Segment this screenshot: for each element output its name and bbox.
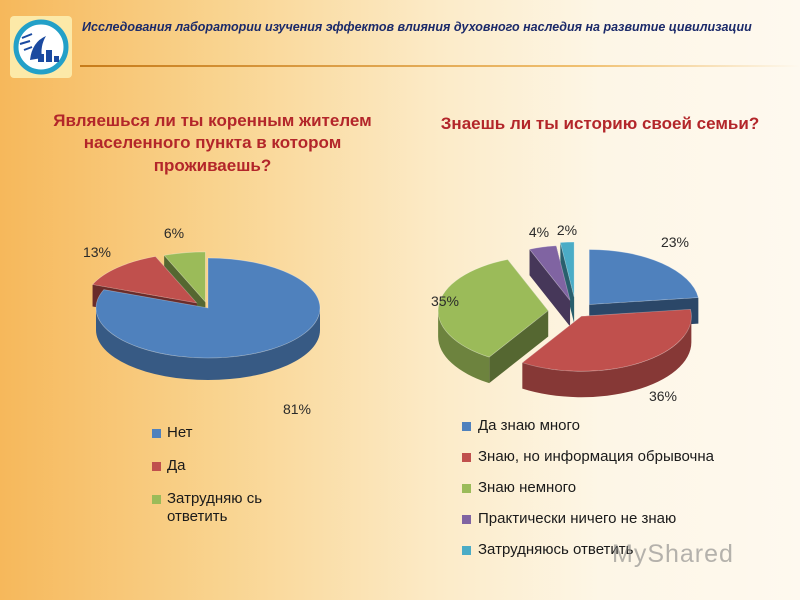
legend-label: Нет: [167, 424, 193, 441]
pie-slice: [91, 256, 198, 304]
legend-swatch: [152, 495, 161, 504]
legend-item: Да: [152, 457, 292, 475]
legend-item: Нет: [152, 424, 292, 442]
legend-item: Затрудняюсь ответить: [462, 541, 792, 572]
pie-value-label: 2%: [557, 222, 577, 238]
pie-slice-side: [489, 310, 549, 384]
legend-swatch: [462, 453, 471, 462]
legend-label: Знаю немного: [478, 479, 577, 496]
pie-slice-side: [529, 249, 571, 327]
header-title: Исследования лаборатории изучения эффект…: [82, 20, 752, 34]
legend-swatch: [462, 546, 471, 555]
pie-slice-side: [522, 316, 692, 398]
legend-swatch: [462, 484, 471, 493]
legend-label: Да: [167, 457, 186, 474]
legend-item: Да знаю много: [462, 417, 792, 448]
legend-swatch: [462, 422, 471, 431]
pie-slice: [559, 241, 575, 298]
pie-value-label: 4%: [529, 224, 549, 240]
legend-swatch: [152, 462, 161, 471]
legend-item: Практически ничего не знаю: [462, 510, 792, 541]
pie-slice: [95, 257, 321, 359]
legend-label: Да знаю много: [478, 417, 581, 434]
legend-swatch: [152, 429, 161, 438]
pie-value-label: 35%: [431, 293, 459, 309]
pie-chart-left: 81% 13% 6%: [83, 225, 321, 417]
pie-chart-right: 23% 36% 35% 4% 2%: [431, 222, 699, 404]
legend-label: Затрудняю сь ответить: [167, 490, 263, 525]
legend-item: Знаю немного: [462, 479, 792, 510]
pie-slice: [163, 251, 206, 303]
legend-item: Затрудняю сь ответить: [152, 490, 292, 526]
pie-slice: [521, 308, 692, 372]
header-divider: [80, 65, 800, 67]
pie-slice-side: [96, 308, 320, 380]
chart-title-right: Знаешь ли ты историю своей семьи?: [440, 114, 760, 133]
legend-swatch: [462, 515, 471, 524]
legend-label: Затрудняюсь ответить: [478, 541, 634, 558]
legend-label: Практически ничего не знаю: [478, 510, 677, 527]
lab-logo: [10, 16, 72, 78]
watermark: MyShared: [612, 540, 734, 568]
pie-slice: [437, 259, 549, 358]
chart-title-left: Являешься ли ты коренным жителем населен…: [53, 111, 372, 175]
pie-value-label: 36%: [649, 388, 677, 404]
pie-slice-side: [560, 242, 575, 324]
pie-value-label: 6%: [164, 225, 184, 241]
pie-slice: [528, 245, 571, 301]
pie-slice-side: [438, 310, 490, 384]
pie-value-label: 23%: [661, 234, 689, 250]
legend-right: Да знаю много Знаю, но информация обрывоч…: [462, 417, 792, 572]
pie-slice: [588, 249, 699, 305]
legend-label: Знаю, но информация обрывочна: [478, 448, 714, 465]
pie-value-label: 81%: [283, 401, 311, 417]
legend-item: Знаю, но информация обрывочна: [462, 448, 792, 479]
pie-value-label: 13%: [83, 244, 111, 260]
legend-left: Нет Да Затрудняю сь ответить: [152, 424, 292, 541]
